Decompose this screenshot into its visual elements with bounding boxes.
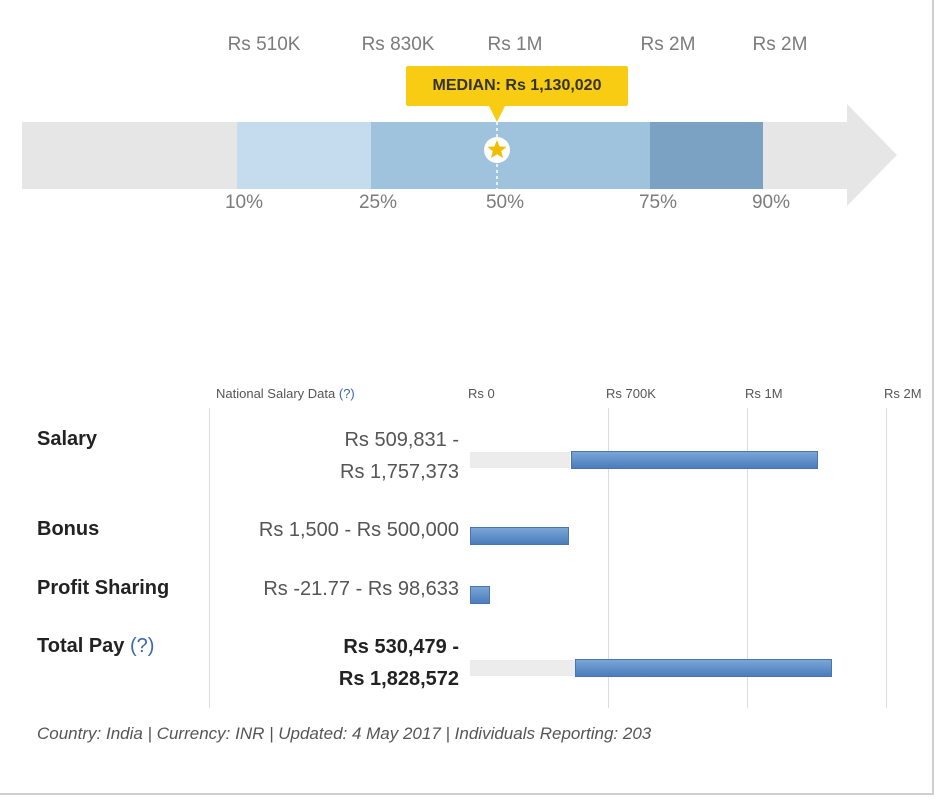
percentile-band-75-90 [650,122,763,189]
range-salary-line1: Rs 509,831 - [344,429,459,451]
range-bonus-line1: Rs 1,500 - Rs 500,000 [258,519,459,541]
range-bonus: Rs 1,500 - Rs 500,000 [199,514,459,546]
percentile-band-25-75 [371,122,650,189]
bar-profit-sharing [470,586,490,604]
percentile-band-10-25 [237,122,371,189]
footer-meta: Country: India | Currency: INR | Updated… [37,724,652,743]
percentile-value-label-10: Rs 510K [227,34,301,55]
gridline-3 [886,408,887,708]
percentile-label-25: 25% [358,192,398,213]
bar-salary [570,451,819,469]
range-total-pay-line1: Rs 530,479 - [343,636,459,658]
percentile-label-10: 10% [224,192,264,213]
axis-tick-2: Rs 1M [745,386,783,401]
row-label-profit-sharing: Profit Sharing [37,577,170,599]
percentile-label-50: 50% [485,192,525,213]
national-salary-heading: National Salary Data (?) [216,386,355,401]
row-label-total-pay-text: Total Pay [37,635,125,657]
percentile-value-label-90: Rs 2M [752,34,808,55]
range-total-pay: Rs 530,479 - Rs 1,828,572 [199,631,459,695]
range-salary: Rs 509,831 - Rs 1,757,373 [199,424,459,488]
column-separator [209,408,210,708]
bar-track-salary [470,452,570,468]
star-icon [487,140,507,158]
axis-tick-1: Rs 700K [606,386,656,401]
range-profit-sharing-line1: Rs -21.77 - Rs 98,633 [263,578,459,600]
range-salary-line2: Rs 1,757,373 [340,461,459,483]
percentile-label-90: 90% [751,192,791,213]
median-tooltip-pointer [489,106,505,122]
bar-bonus [470,527,570,545]
percentile-value-label-25: Rs 830K [361,34,435,55]
bar-total-pay [575,659,833,677]
total-pay-help-link[interactable]: (?) [130,635,155,657]
percentile-arrow-chart [22,104,897,206]
axis-tick-3: Rs 2M [884,386,922,401]
range-profit-sharing: Rs -21.77 - Rs 98,633 [199,573,459,605]
gridline-2 [747,408,748,708]
national-salary-title: National Salary Data [216,386,336,401]
percentile-label-75: 75% [638,192,678,213]
bar-track-total-pay [470,660,575,676]
median-tooltip: MEDIAN: Rs 1,130,020 [406,66,628,106]
row-label-salary: Salary [37,428,98,450]
help-link[interactable]: (?) [338,386,355,401]
range-total-pay-line2: Rs 1,828,572 [338,668,459,690]
percentile-value-label-50: Rs 1M [487,34,543,55]
row-label-bonus: Bonus [37,518,100,540]
gridline-1 [608,408,609,708]
percentile-value-label-75: Rs 2M [640,34,696,55]
row-label-total-pay: Total Pay (?) [37,635,154,658]
axis-tick-0: Rs 0 [468,386,495,401]
